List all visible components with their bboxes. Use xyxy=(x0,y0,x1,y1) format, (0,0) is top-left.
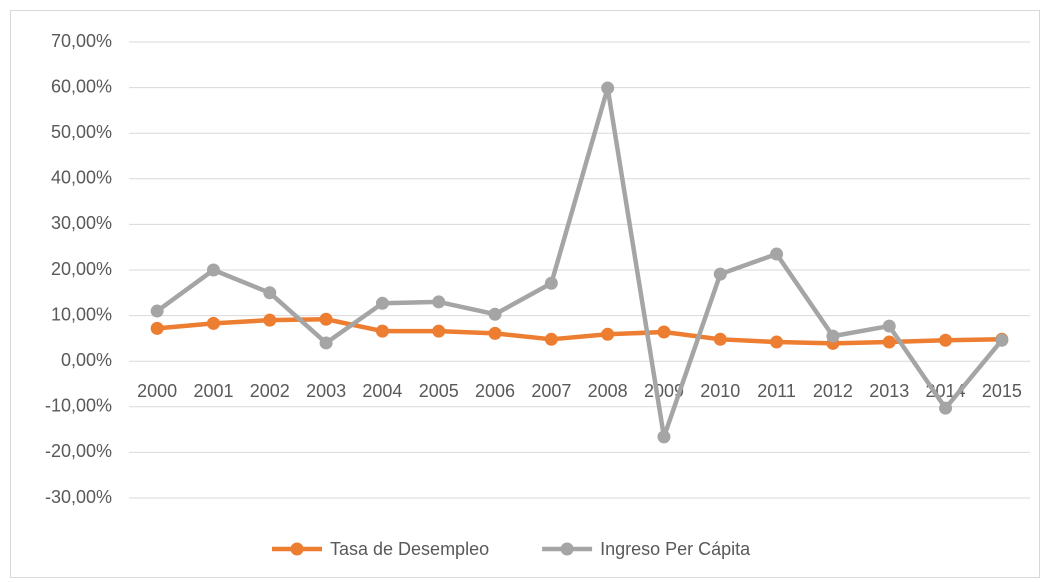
series-line xyxy=(154,85,1005,440)
data-point xyxy=(601,327,615,341)
data-point xyxy=(150,304,164,318)
x-tick-label: 2010 xyxy=(700,381,740,401)
x-tick-label: 2003 xyxy=(306,381,346,401)
data-point xyxy=(601,81,615,95)
data-point xyxy=(432,324,446,338)
data-point xyxy=(995,333,1009,347)
data-point xyxy=(939,333,953,347)
data-point xyxy=(263,286,277,300)
data-point xyxy=(488,307,502,321)
data-point xyxy=(770,335,784,349)
chart-border xyxy=(10,10,1040,578)
data-point xyxy=(432,295,446,309)
data-point xyxy=(319,336,333,350)
data-point xyxy=(713,332,727,346)
data-point xyxy=(657,430,671,444)
x-tick-label: 2001 xyxy=(193,381,233,401)
x-tick-label: 2015 xyxy=(982,381,1022,401)
y-tick-label: 50,00% xyxy=(51,122,112,142)
y-tick-label: 20,00% xyxy=(51,259,112,279)
data-point xyxy=(150,321,164,335)
legend-label: Tasa de Desempleo xyxy=(330,539,489,559)
y-tick-label: -10,00% xyxy=(45,396,112,416)
legend-label: Ingreso Per Cápita xyxy=(600,539,751,559)
y-tick-label: 70,00% xyxy=(51,31,112,51)
data-point xyxy=(657,325,671,339)
x-tick-label: 2012 xyxy=(813,381,853,401)
x-tick-label: 2008 xyxy=(588,381,628,401)
data-point xyxy=(882,335,896,349)
x-tick-label: 2000 xyxy=(137,381,177,401)
data-point xyxy=(375,296,389,310)
y-tick-label: -30,00% xyxy=(45,487,112,507)
data-point xyxy=(319,312,333,326)
data-point xyxy=(206,316,220,330)
data-point xyxy=(826,329,840,343)
x-tick-label: 2002 xyxy=(250,381,290,401)
data-point xyxy=(206,263,220,277)
legend-marker xyxy=(290,542,304,556)
data-point xyxy=(882,319,896,333)
y-tick-label: 40,00% xyxy=(51,168,112,188)
x-tick-label: 2005 xyxy=(419,381,459,401)
data-point xyxy=(544,276,558,290)
y-tick-label: 0,00% xyxy=(61,350,112,370)
data-point xyxy=(544,332,558,346)
y-tick-label: 10,00% xyxy=(51,304,112,324)
x-tick-label: 2004 xyxy=(362,381,402,401)
y-tick-label: 60,00% xyxy=(51,76,112,96)
data-point xyxy=(713,267,727,281)
legend-marker xyxy=(560,542,574,556)
y-tick-label: 30,00% xyxy=(51,213,112,233)
x-tick-label: 2013 xyxy=(869,381,909,401)
data-point xyxy=(939,401,953,415)
x-tick-label: 2006 xyxy=(475,381,515,401)
data-point xyxy=(263,313,277,327)
x-tick-label: 2007 xyxy=(531,381,571,401)
data-point xyxy=(770,247,784,261)
data-point xyxy=(375,324,389,338)
x-tick-label: 2011 xyxy=(757,381,796,401)
data-point xyxy=(488,326,502,340)
y-tick-label: -20,00% xyxy=(45,441,112,461)
